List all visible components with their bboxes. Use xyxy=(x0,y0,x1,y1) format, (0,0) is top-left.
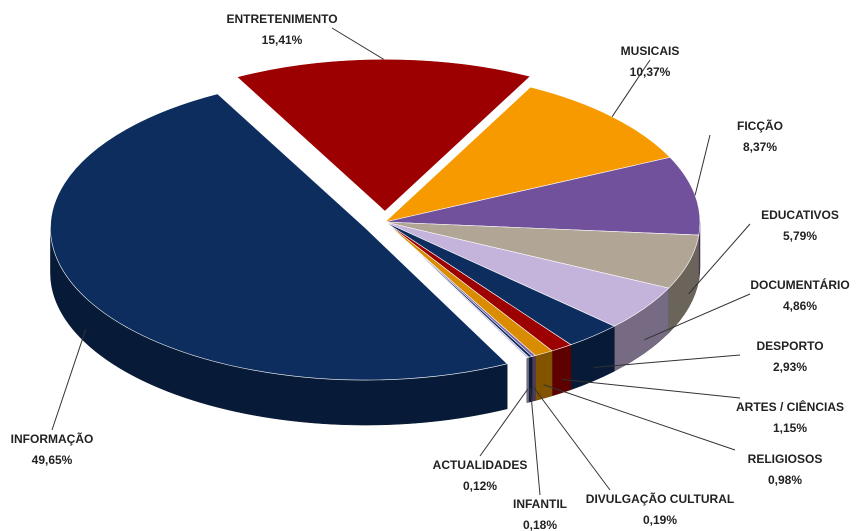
slice-label: EDUCATIVOS xyxy=(761,208,839,222)
slice-label: DIVULGAÇÃO CULTURAL xyxy=(586,491,734,506)
slice xyxy=(383,86,671,223)
slice-label: ARTES / CIÊNCIAS xyxy=(736,399,844,414)
slice-label: ENTRETENIMENTO xyxy=(226,12,337,26)
slice xyxy=(384,221,530,359)
leader-line xyxy=(694,134,711,196)
slice-label: DESPORTO xyxy=(756,339,823,353)
value-label: 0,12% xyxy=(463,479,497,493)
leader-line xyxy=(593,354,741,368)
slice-label: DOCUMENTÁRIO xyxy=(750,277,849,292)
slice-label: INFANTIL xyxy=(513,497,567,511)
slice xyxy=(384,156,701,236)
value-label: 49,65% xyxy=(32,453,73,467)
leader-line xyxy=(51,329,87,431)
value-label: 0,18% xyxy=(523,518,557,531)
slice-side xyxy=(531,355,536,402)
leader-line xyxy=(479,388,529,457)
slice-label: INFORMAÇÃO xyxy=(11,431,94,446)
leader-line xyxy=(331,27,384,60)
leader-line xyxy=(533,387,611,491)
leader-line xyxy=(561,378,741,399)
slice xyxy=(50,93,508,381)
value-label: 1,15% xyxy=(773,421,807,435)
value-label: 0,98% xyxy=(768,473,802,487)
leader-line xyxy=(529,388,541,496)
leader-line xyxy=(611,59,651,117)
slice-label: FICÇÃO xyxy=(737,118,783,133)
leader-line xyxy=(688,223,751,295)
slice-label: MUSICAIS xyxy=(621,44,680,58)
value-label: 2,93% xyxy=(773,360,807,374)
slice xyxy=(236,58,531,212)
value-label: 8,37% xyxy=(743,140,777,154)
leader-line xyxy=(543,384,736,451)
slice-label: ACTUALIDADES xyxy=(433,458,528,472)
slice-label: RELIGIOSOS xyxy=(748,452,823,466)
value-label: 5,79% xyxy=(783,229,817,243)
value-label: 15,41% xyxy=(262,33,303,47)
value-label: 0,19% xyxy=(643,513,677,527)
value-label: 4,86% xyxy=(783,299,817,313)
leader-line xyxy=(644,293,751,341)
value-label: 10,37% xyxy=(630,65,671,79)
slice-side xyxy=(526,356,530,404)
